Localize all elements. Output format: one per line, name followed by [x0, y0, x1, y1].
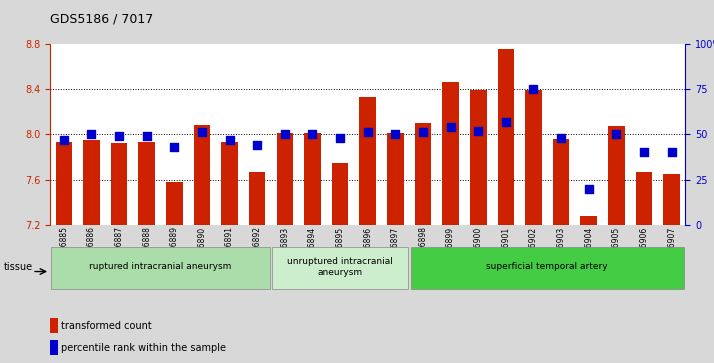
Text: GDS5186 / 7017: GDS5186 / 7017	[50, 13, 154, 26]
Bar	[111, 143, 127, 225]
Bar	[83, 140, 100, 225]
Bar	[304, 133, 321, 225]
Bar	[442, 82, 459, 225]
Point	[390, 131, 401, 137]
Bar	[56, 142, 72, 225]
Bar	[166, 182, 183, 225]
Bar	[470, 90, 486, 225]
Bar	[415, 123, 431, 225]
Point	[362, 130, 373, 135]
Point	[114, 133, 125, 139]
Bar	[249, 172, 266, 225]
Point	[58, 137, 69, 143]
Point	[196, 130, 208, 135]
Point	[445, 124, 456, 130]
Text: ruptured intracranial aneurysm: ruptured intracranial aneurysm	[89, 262, 231, 271]
FancyBboxPatch shape	[411, 247, 684, 289]
Point	[583, 186, 595, 192]
Bar	[193, 125, 210, 225]
Point	[528, 86, 539, 92]
Point	[251, 142, 263, 148]
Bar	[50, 318, 58, 333]
Point	[86, 131, 97, 137]
Bar	[498, 49, 514, 225]
Bar	[276, 133, 293, 225]
FancyBboxPatch shape	[51, 247, 270, 289]
Point	[473, 128, 484, 134]
Point	[334, 135, 346, 141]
Point	[169, 144, 180, 150]
Point	[279, 131, 291, 137]
Bar	[359, 97, 376, 225]
Text: transformed count: transformed count	[61, 321, 152, 331]
Text: tissue: tissue	[4, 262, 33, 272]
Point	[141, 133, 152, 139]
Point	[555, 135, 567, 141]
Text: percentile rank within the sample: percentile rank within the sample	[61, 343, 226, 352]
Point	[610, 131, 622, 137]
Point	[224, 137, 236, 143]
Bar	[50, 340, 58, 355]
Bar	[526, 90, 542, 225]
Point	[500, 119, 511, 125]
Bar	[635, 172, 653, 225]
Bar	[332, 163, 348, 225]
Point	[417, 130, 428, 135]
Bar	[580, 216, 597, 225]
Bar	[663, 174, 680, 225]
Point	[666, 150, 678, 155]
FancyBboxPatch shape	[273, 247, 408, 289]
Point	[307, 131, 318, 137]
Text: unruptured intracranial
aneurysm: unruptured intracranial aneurysm	[287, 257, 393, 277]
Bar	[387, 133, 403, 225]
Text: superficial temporal artery: superficial temporal artery	[486, 262, 608, 271]
Bar	[221, 142, 238, 225]
Point	[638, 150, 650, 155]
Bar	[139, 142, 155, 225]
Bar	[553, 139, 569, 225]
Bar	[608, 126, 625, 225]
